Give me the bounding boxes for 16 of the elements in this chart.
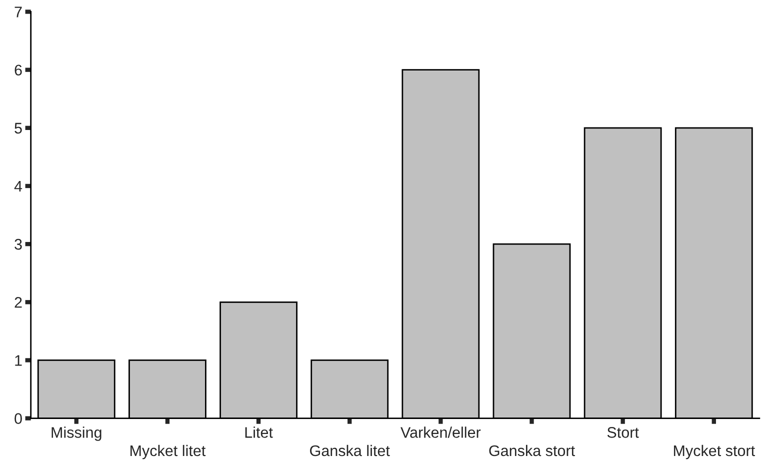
y-tick-label: 7 <box>14 6 22 18</box>
x-tick-label: Missing <box>52 426 102 441</box>
x-tick-label: Ganska stort <box>489 444 575 456</box>
x-tick-label: Ganska litet <box>310 444 390 456</box>
y-tick-label: 3 <box>14 238 22 250</box>
x-tick-label: Mycket stort <box>674 444 755 460</box>
x-tick-label: Varken/eller <box>400 426 481 438</box>
x-tick-label: Stort <box>607 427 639 438</box>
y-tick-label: 2 <box>14 297 22 308</box>
y-tick-label: 0 <box>14 413 22 424</box>
x-tick-label: Litet <box>245 426 273 438</box>
y-tick-label: 5 <box>14 122 22 134</box>
y-tick-label: 6 <box>14 64 22 76</box>
y-tick-label: 4 <box>14 181 22 192</box>
y-tick-label: 1 <box>15 355 22 366</box>
x-tick-label: Mycket litet <box>130 444 206 460</box>
